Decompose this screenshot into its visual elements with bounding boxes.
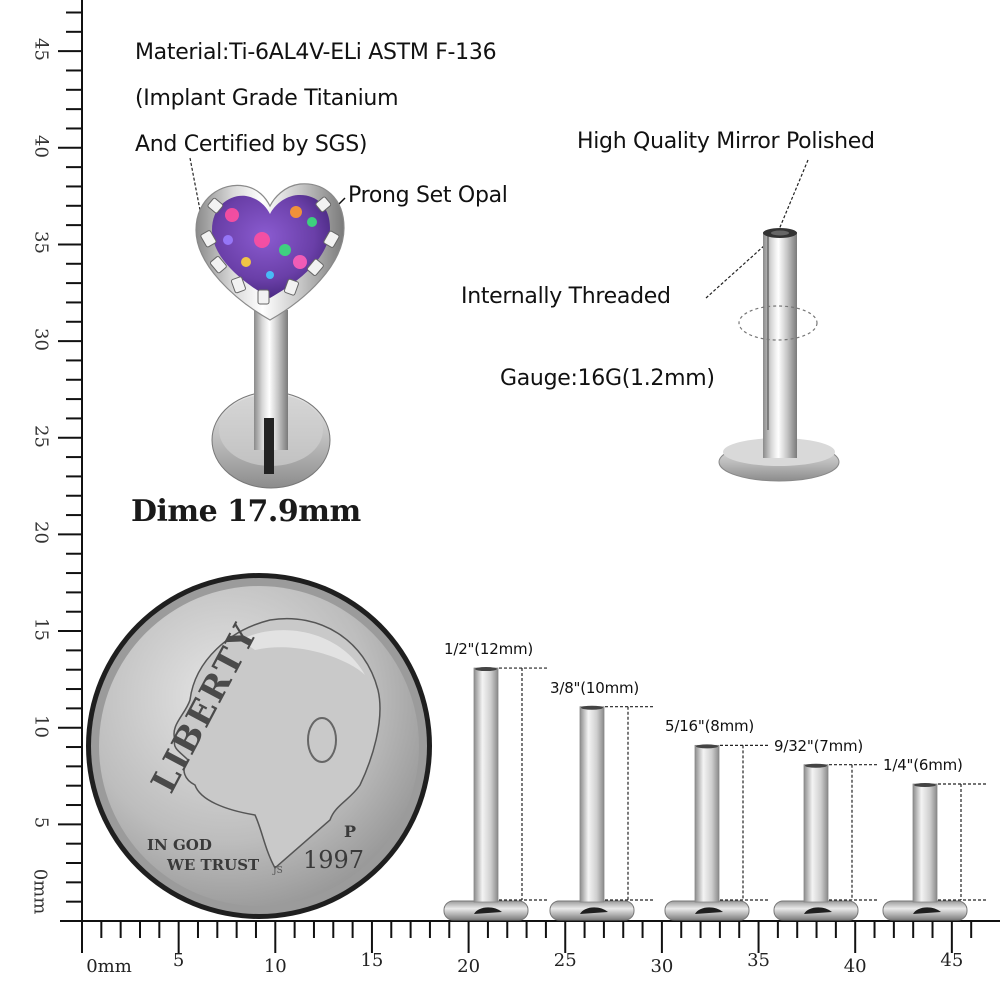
dime-motto-line-1: IN GOD: [147, 836, 212, 854]
ruler-x-tick-label: 35: [747, 950, 770, 971]
ruler-x-tick-label: 0mm: [86, 956, 132, 977]
ruler-x-tick-label: 15: [360, 950, 384, 971]
ruler-x-tick-label: 5: [172, 950, 185, 971]
dime-mint-mark: P: [344, 822, 357, 841]
ruler-x-tick-label: 20: [457, 956, 481, 977]
material-spec-line-2: (Implant Grade Titanium: [135, 86, 399, 111]
post-length-label: 9/32"(7mm): [774, 736, 864, 755]
material-spec-line-1: Material:Ti-6AL4V-ELi ASTM F-136: [135, 40, 497, 65]
post-length-label: 3/8"(10mm): [550, 678, 640, 697]
ruler-x-tick-label: 25: [553, 950, 577, 971]
dime-motto-line-2: WE TRUST: [167, 856, 260, 874]
post-length-label: 5/16"(8mm): [665, 717, 755, 736]
opal-flecks: [223, 206, 317, 279]
callout-mirror-polished: High Quality Mirror Polished: [577, 129, 875, 154]
post-length-label: 1/2"(12mm): [444, 640, 534, 659]
dime-designer-initials: JS: [273, 866, 283, 876]
ruler-x-tick-label: 45: [940, 950, 964, 971]
post-length-label: 1/4"(6mm): [883, 756, 963, 775]
callout-internally-threaded: Internally Threaded: [461, 284, 671, 309]
material-spec-line-3: And Certified by SGS): [135, 132, 368, 157]
ruler-x-tick-label: 40: [843, 956, 867, 977]
ruler-x-tick-label: 30: [650, 956, 674, 977]
callout-prong-set-opal: Prong Set Opal: [348, 183, 508, 208]
dime-size-label: Dime 17.9mm: [131, 494, 361, 529]
callout-gauge: Gauge:16G(1.2mm): [500, 366, 715, 391]
ruler-x-tick-label: 10: [263, 956, 287, 977]
dime-year: 1997: [303, 846, 365, 874]
